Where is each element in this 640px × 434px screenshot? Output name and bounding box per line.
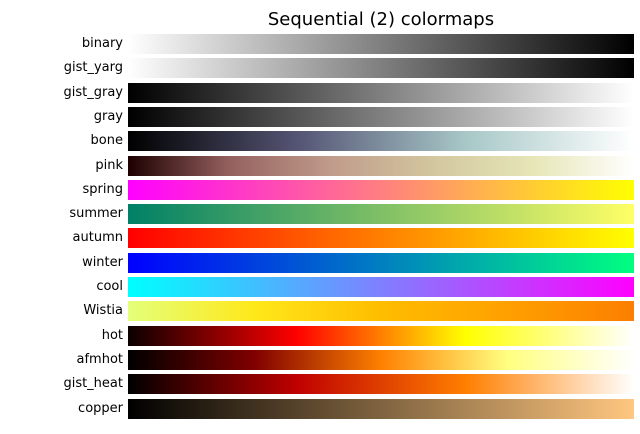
colormap-label: cool <box>96 279 123 294</box>
colormap-label: bone <box>90 133 123 149</box>
colormap-bar <box>128 204 634 225</box>
colormap-bar <box>128 34 634 54</box>
colormap-bar <box>128 277 634 297</box>
colormap-label: Wistia <box>83 303 123 319</box>
colormap-row: summer <box>0 204 640 225</box>
colormap-row: binary <box>0 34 640 54</box>
colormap-label: binary <box>81 36 123 51</box>
colormap-bar <box>128 301 634 322</box>
colormap-row: gist_gray <box>0 82 640 103</box>
colormap-row: winter <box>0 252 640 273</box>
colormap-bar <box>128 82 634 103</box>
colormap-bar <box>128 131 634 152</box>
colormap-label: pink <box>95 157 123 173</box>
colormap-label: winter <box>82 254 123 270</box>
chart-title: Sequential (2) colormaps <box>267 9 495 30</box>
colormap-row: copper <box>0 398 640 419</box>
colormap-row: pink <box>0 155 640 176</box>
colormap-label: gist_heat <box>63 376 123 392</box>
colormap-row: bone <box>0 131 640 152</box>
colormap-label: copper <box>78 400 123 416</box>
colormap-label: gist_gray <box>63 84 124 100</box>
colormap-bar <box>128 58 634 79</box>
colormap-bar <box>128 252 634 273</box>
colormap-row: afmhot <box>0 349 640 370</box>
colormap-bar <box>128 349 634 370</box>
colormap-label: hot <box>101 327 123 343</box>
colormap-label: afmhot <box>76 351 124 367</box>
colormap-label: spring <box>82 181 123 197</box>
colormap-bar <box>128 106 634 127</box>
colormap-row: spring <box>0 179 640 200</box>
colormap-row: gist_yarg <box>0 58 640 79</box>
colormap-row: cool <box>0 277 640 297</box>
colormap-label: autumn <box>72 230 123 246</box>
colormap-row: Wistia <box>0 301 640 322</box>
colormap-row: autumn <box>0 228 640 249</box>
colormap-label: summer <box>69 206 123 222</box>
colormap-bar <box>128 325 634 346</box>
colormap-row: hot <box>0 325 640 346</box>
colormap-row: gray <box>0 106 640 127</box>
colormap-bar <box>128 228 634 249</box>
colormap-bar <box>128 155 634 176</box>
colormap-label: gist_yarg <box>63 60 123 76</box>
colormap-label: gray <box>93 108 123 124</box>
colormap-bar <box>128 398 634 419</box>
colormap-bar <box>128 374 634 395</box>
colormap-row: gist_heat <box>0 374 640 395</box>
colormap-bar <box>128 179 634 200</box>
